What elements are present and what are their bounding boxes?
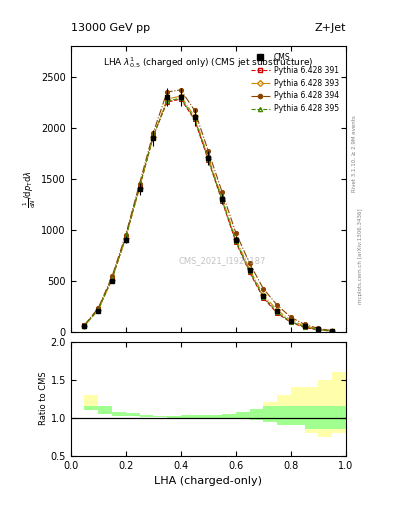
Text: Rivet 3.1.10, ≥ 2.9M events: Rivet 3.1.10, ≥ 2.9M events	[352, 115, 357, 192]
Y-axis label: Ratio to CMS: Ratio to CMS	[39, 372, 48, 425]
Text: mcplots.cern.ch [arXiv:1306.3436]: mcplots.cern.ch [arXiv:1306.3436]	[358, 208, 363, 304]
Y-axis label: $\frac{1}{\mathrm{d}N} / \mathrm{d}p_{\mathrm{T}} \mathrm{d}\lambda$: $\frac{1}{\mathrm{d}N} / \mathrm{d}p_{\m…	[22, 170, 39, 208]
Text: 13000 GeV pp: 13000 GeV pp	[71, 23, 150, 33]
Text: LHA $\lambda^{1}_{0.5}$ (charged only) (CMS jet substructure): LHA $\lambda^{1}_{0.5}$ (charged only) (…	[103, 55, 314, 70]
X-axis label: LHA (charged-only): LHA (charged-only)	[154, 476, 262, 486]
Text: CMS_2021_I1920187: CMS_2021_I1920187	[178, 255, 266, 265]
Legend: CMS, Pythia 6.428 391, Pythia 6.428 393, Pythia 6.428 394, Pythia 6.428 395: CMS, Pythia 6.428 391, Pythia 6.428 393,…	[248, 50, 342, 116]
Text: Z+Jet: Z+Jet	[314, 23, 346, 33]
